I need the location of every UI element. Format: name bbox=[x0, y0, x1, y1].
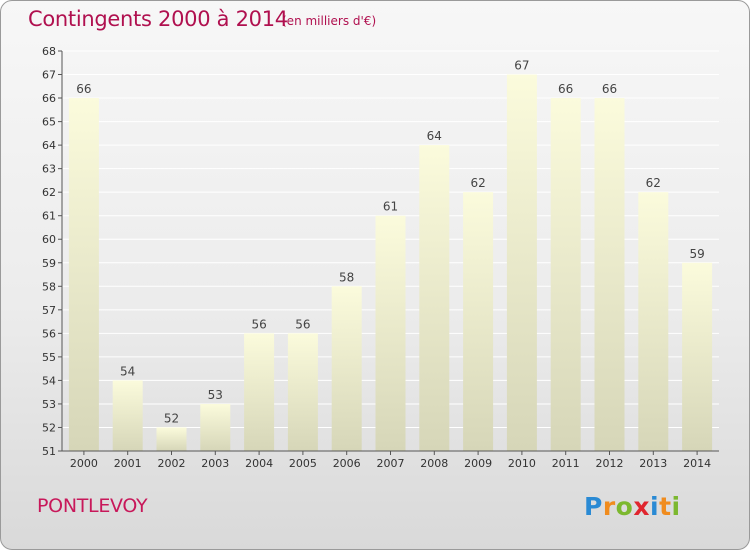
y-tick-label: 62 bbox=[42, 186, 56, 199]
y-tick-label: 67 bbox=[42, 69, 56, 82]
bar-value-label: 67 bbox=[514, 59, 529, 73]
y-tick-label: 55 bbox=[42, 351, 56, 364]
bar-2011 bbox=[550, 98, 581, 451]
y-tick-label: 61 bbox=[42, 210, 56, 223]
bar-value-label: 64 bbox=[427, 129, 442, 143]
x-tick-label: 2012 bbox=[596, 457, 624, 470]
bar-2005 bbox=[287, 333, 318, 451]
bar-2012 bbox=[594, 98, 625, 451]
bar-2013 bbox=[638, 192, 669, 452]
logo-letter: o bbox=[615, 492, 634, 521]
bar-value-label: 52 bbox=[164, 411, 179, 425]
y-tick-label: 57 bbox=[42, 304, 56, 317]
y-tick-label: 60 bbox=[42, 233, 56, 246]
logo-letter: r bbox=[602, 492, 616, 521]
y-tick-label: 56 bbox=[42, 327, 56, 340]
bar-2004 bbox=[244, 333, 275, 451]
x-tick-label: 2013 bbox=[639, 457, 667, 470]
bar-value-label: 66 bbox=[76, 82, 91, 96]
bar-value-label: 62 bbox=[470, 176, 485, 190]
bar-value-label: 62 bbox=[646, 176, 661, 190]
bar-value-label: 53 bbox=[208, 388, 223, 402]
logo-letter: t bbox=[659, 492, 672, 521]
logo-letter: i bbox=[671, 492, 681, 521]
bar-2002 bbox=[156, 427, 187, 451]
x-tick-label: 2004 bbox=[245, 457, 273, 470]
commune-name: PONTLEVOY bbox=[37, 495, 148, 517]
x-tick-label: 2005 bbox=[289, 457, 317, 470]
y-tick-label: 66 bbox=[42, 92, 56, 105]
x-tick-label: 2010 bbox=[508, 457, 536, 470]
bar-2014 bbox=[682, 262, 713, 451]
bars bbox=[68, 74, 713, 452]
bar-value-label: 56 bbox=[251, 317, 266, 331]
y-tick-label: 65 bbox=[42, 116, 56, 129]
bar-value-label: 59 bbox=[689, 247, 704, 261]
x-tick-label: 2008 bbox=[420, 457, 448, 470]
x-tick-label: 2002 bbox=[158, 457, 186, 470]
x-tick-label: 2003 bbox=[201, 457, 229, 470]
x-tick-label: 2000 bbox=[70, 457, 98, 470]
x-tick-label: 2001 bbox=[114, 457, 142, 470]
y-tick-label: 52 bbox=[42, 421, 56, 434]
bar-2008 bbox=[419, 145, 450, 451]
bar-2010 bbox=[506, 74, 537, 451]
bar-value-label: 66 bbox=[558, 82, 573, 96]
y-tick-label: 64 bbox=[42, 139, 56, 152]
bar-2001 bbox=[112, 380, 143, 451]
y-tick-label: 63 bbox=[42, 163, 56, 176]
bar-2009 bbox=[463, 192, 494, 452]
logo-letter: i bbox=[650, 492, 660, 521]
bar-value-label: 54 bbox=[120, 364, 135, 378]
proxiti-logo: Proxiti bbox=[584, 492, 681, 521]
y-tick-label: 51 bbox=[42, 445, 56, 458]
bar-value-label: 56 bbox=[295, 317, 310, 331]
logo-letter: x bbox=[633, 492, 650, 521]
y-tick-label: 58 bbox=[42, 280, 56, 293]
y-tick-label: 54 bbox=[42, 374, 56, 387]
bar-2006 bbox=[331, 286, 362, 451]
y-tick-label: 59 bbox=[42, 257, 56, 270]
logo-letter: P bbox=[584, 492, 603, 521]
bar-value-label: 58 bbox=[339, 270, 354, 284]
bar-2007 bbox=[375, 215, 406, 451]
bar-value-label: 66 bbox=[602, 82, 617, 96]
y-tick-label: 68 bbox=[42, 45, 56, 58]
x-tick-label: 2014 bbox=[683, 457, 711, 470]
x-tick-label: 2009 bbox=[464, 457, 492, 470]
axes: 51 52 53 54 55 56 57 58 59 60 61 62 63 64 65 66 67 68 bbox=[42, 45, 719, 458]
x-tick-label: 2007 bbox=[377, 457, 405, 470]
bar-value-label: 61 bbox=[383, 200, 398, 214]
labels: 66 2000 54 2001 52 2002 53 2003 56 2004 56 2005 58 20… bbox=[70, 59, 711, 470]
x-tick-label: 2011 bbox=[552, 457, 580, 470]
y-tick-label: 53 bbox=[42, 398, 56, 411]
chart-subtitle: (en milliers d'€) bbox=[282, 14, 377, 28]
x-tick-label: 2006 bbox=[333, 457, 361, 470]
bar-2003 bbox=[200, 403, 231, 451]
chart-title: Contingents 2000 à 2014 bbox=[28, 7, 288, 31]
bar-2000 bbox=[68, 98, 99, 451]
